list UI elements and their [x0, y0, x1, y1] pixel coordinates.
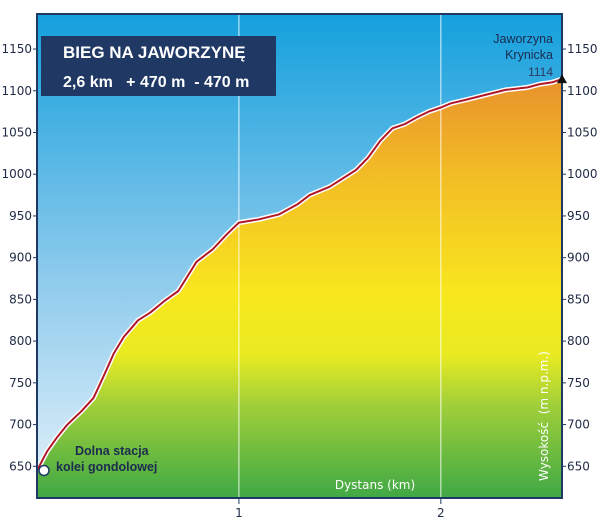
y-tick-label-left: 1000 — [1, 167, 32, 181]
elevation-area — [37, 79, 562, 498]
x-tick-label: 2 — [437, 506, 445, 520]
y-tick-label-left: 950 — [9, 209, 32, 223]
y-axis-title: Wysokość (m n.p.m.) — [537, 351, 551, 481]
y-tick-label-right: 700 — [567, 418, 590, 432]
title-box — [41, 36, 276, 96]
y-axis-right: 650 700 750 800 850 900 950 1000 1050 1100 1150 — [562, 42, 598, 473]
y-tick-label-left: 900 — [9, 251, 32, 265]
y-tick-label-left: 1050 — [1, 125, 32, 139]
start-label-line1: Dolna stacja — [75, 444, 150, 458]
y-tick-label-left: 1100 — [1, 84, 32, 98]
y-tick-label-right: 1150 — [567, 42, 598, 56]
y-tick-label-right: 1100 — [567, 84, 598, 98]
y-tick-label-right: 1000 — [567, 167, 598, 181]
start-circle-marker — [38, 464, 50, 477]
y-tick-label-right: 900 — [567, 251, 590, 265]
y-tick-label-left: 650 — [9, 459, 32, 473]
peak-label-line1: Jaworzyna — [493, 32, 553, 46]
y-tick-label-right: 950 — [567, 209, 590, 223]
y-tick-label-right: 650 — [567, 459, 590, 473]
y-tick-label-right: 750 — [567, 376, 590, 390]
y-axis-left: 650 700 750 800 850 900 950 1000 1050 1100 1150 — [1, 42, 37, 473]
y-tick-label-left: 1150 — [1, 42, 32, 56]
y-tick-label-right: 1050 — [567, 125, 598, 139]
chart-subtitle: 2,6 km + 470 m - 470 m — [63, 74, 249, 91]
y-tick-label-right: 850 — [567, 292, 590, 306]
plot-frame — [36, 13, 563, 499]
chart-title: BIEG NA JAWORZYNĘ — [63, 43, 246, 62]
profile-line — [36, 78, 563, 471]
peak-elevation-label: 1114 — [528, 65, 553, 79]
y-tick-label-left: 800 — [9, 334, 32, 348]
start-label-line2: kolei gondolowej — [56, 460, 157, 474]
peak-triangle-marker — [557, 74, 567, 84]
y-tick-label-left: 850 — [9, 292, 32, 306]
y-tick-label-right: 800 — [567, 334, 590, 348]
y-tick-label-left: 700 — [9, 418, 32, 432]
peak-label-line2: Krynicka — [505, 48, 553, 62]
x-tick-label: 1 — [235, 506, 243, 520]
x-axis-title: Dystans (km) — [335, 478, 415, 492]
y-tick-label-left: 750 — [9, 376, 32, 390]
